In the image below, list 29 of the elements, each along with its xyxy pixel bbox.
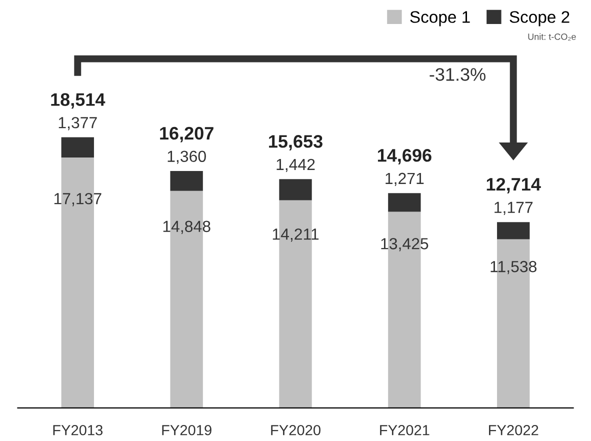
bar	[61, 137, 94, 158]
x-tick-label: FY2019	[162, 424, 212, 436]
total-label: 12,714	[486, 178, 541, 194]
bar	[388, 193, 421, 212]
legend-label: Scope 2	[510, 11, 570, 26]
data-label: 17,137	[54, 193, 102, 206]
total-label: 15,653	[269, 135, 322, 150]
data-label: 13,425	[381, 238, 428, 252]
bar	[279, 179, 312, 200]
x-tick-label: FY2013	[53, 424, 103, 436]
data-label: 14,848	[163, 220, 210, 234]
x-tick-label: FY2020	[271, 424, 320, 436]
total-label: 14,696	[378, 148, 432, 164]
total-label: 16,207	[160, 126, 214, 142]
text: -31.3%	[430, 68, 486, 81]
data-label: 1,177	[494, 202, 533, 215]
legend-label: Scope 1	[410, 11, 470, 26]
bar	[170, 171, 203, 191]
data-label: 1,442	[276, 158, 315, 172]
x-tick-label: FY2021	[380, 424, 430, 436]
data-label: 1,360	[168, 150, 206, 164]
data-label: 11,538	[490, 260, 537, 274]
data-label: 1,377	[58, 116, 97, 130]
x-tick-label: FY2022	[489, 424, 538, 436]
bar	[497, 222, 530, 240]
data-label: 1,271	[386, 172, 424, 186]
text: Unit: t-CO₂e	[528, 33, 576, 41]
total-label: 18,514	[51, 93, 106, 109]
data-label: 14,211	[272, 228, 319, 242]
